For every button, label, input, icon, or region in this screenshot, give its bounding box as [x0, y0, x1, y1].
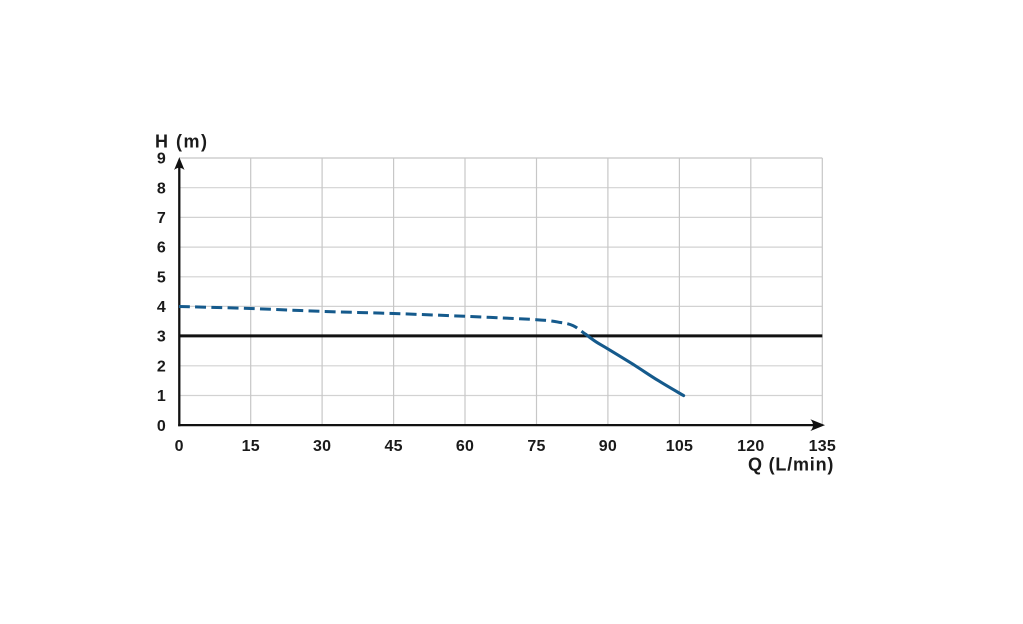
svg-text:30: 30: [313, 438, 331, 455]
svg-text:15: 15: [242, 438, 260, 455]
svg-text:7: 7: [157, 210, 166, 227]
svg-text:2: 2: [157, 358, 166, 375]
svg-text:105: 105: [666, 438, 693, 455]
svg-text:1: 1: [157, 388, 166, 405]
svg-text:8: 8: [157, 180, 166, 197]
svg-text:5: 5: [157, 269, 166, 286]
svg-text:60: 60: [456, 438, 474, 455]
svg-text:135: 135: [809, 438, 836, 455]
svg-text:90: 90: [599, 438, 617, 455]
svg-text:0: 0: [157, 418, 166, 435]
svg-text:6: 6: [157, 240, 166, 257]
svg-text:Q (L/min): Q (L/min): [748, 454, 834, 474]
svg-text:3: 3: [157, 329, 166, 346]
svg-text:H (m): H (m): [155, 131, 209, 151]
svg-text:9: 9: [157, 151, 166, 168]
svg-text:75: 75: [527, 438, 545, 455]
svg-text:4: 4: [157, 299, 166, 316]
svg-text:45: 45: [384, 438, 402, 455]
svg-text:120: 120: [737, 438, 764, 455]
svg-text:0: 0: [175, 438, 184, 455]
